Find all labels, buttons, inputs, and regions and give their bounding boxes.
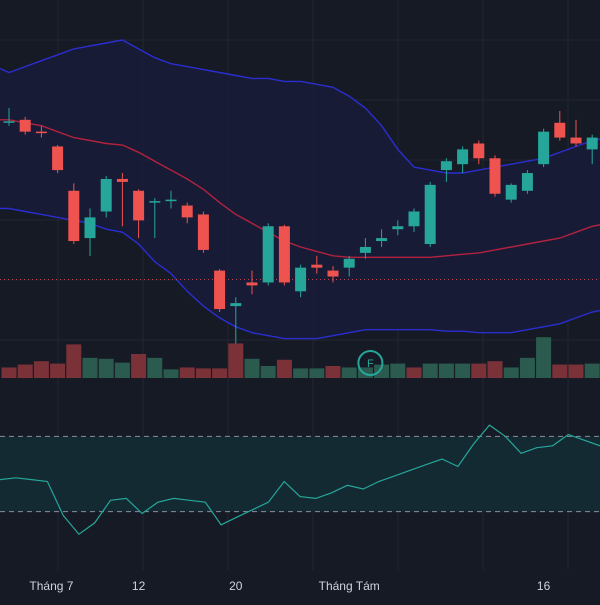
- volume-bar[interactable]: [569, 365, 584, 378]
- candle-body[interactable]: [230, 303, 241, 306]
- volume-bar[interactable]: [34, 361, 49, 378]
- candle-body[interactable]: [457, 149, 468, 164]
- volume-bar[interactable]: [115, 363, 130, 378]
- volume-bar[interactable]: [504, 367, 519, 378]
- volume-bar[interactable]: [455, 364, 470, 378]
- volume-bar[interactable]: [423, 364, 438, 378]
- candle-body[interactable]: [263, 226, 274, 282]
- volume-bar[interactable]: [390, 364, 405, 378]
- candle-body[interactable]: [247, 282, 258, 285]
- candle-body[interactable]: [279, 226, 290, 282]
- volume-bar[interactable]: [326, 366, 341, 378]
- x-axis-tick-label: 20: [229, 579, 243, 593]
- volume-bar[interactable]: [552, 365, 567, 378]
- volume-bar[interactable]: [471, 364, 486, 378]
- x-axis-tick-label: 12: [132, 579, 146, 593]
- candle-body[interactable]: [376, 238, 387, 241]
- candle-body[interactable]: [295, 268, 306, 292]
- volume-bar[interactable]: [293, 368, 308, 378]
- volume-bar[interactable]: [196, 368, 211, 378]
- volume-bar[interactable]: [131, 354, 146, 378]
- volume-bar[interactable]: [520, 358, 535, 378]
- candle-body[interactable]: [4, 121, 15, 123]
- volume-bar[interactable]: [407, 367, 422, 378]
- candle-body[interactable]: [409, 211, 420, 226]
- volume-bar[interactable]: [342, 367, 357, 378]
- volume-bar[interactable]: [164, 369, 179, 378]
- candle-body[interactable]: [68, 191, 79, 241]
- x-axis-tick-label: Tháng 7: [29, 579, 73, 593]
- candle-body[interactable]: [538, 132, 549, 165]
- candle-body[interactable]: [198, 214, 209, 249]
- candle-body[interactable]: [392, 226, 403, 229]
- candle-body[interactable]: [20, 120, 31, 132]
- candle-body[interactable]: [85, 217, 96, 238]
- candle-body[interactable]: [117, 179, 128, 182]
- candle-body[interactable]: [441, 161, 452, 170]
- candle-body[interactable]: [133, 191, 144, 221]
- candle-body[interactable]: [571, 138, 582, 144]
- candle-body[interactable]: [214, 271, 225, 309]
- volume-bar[interactable]: [147, 358, 162, 378]
- volume-bar[interactable]: [228, 343, 243, 378]
- candle-body[interactable]: [52, 146, 63, 170]
- candle-body[interactable]: [166, 200, 177, 202]
- candle-body[interactable]: [554, 123, 565, 138]
- volume-bar[interactable]: [99, 359, 114, 378]
- volume-bar[interactable]: [536, 337, 551, 378]
- candle-body[interactable]: [311, 265, 322, 268]
- candle-body[interactable]: [344, 259, 355, 268]
- volume-bar[interactable]: [245, 359, 260, 378]
- volume-bar[interactable]: [50, 364, 65, 378]
- candle-body[interactable]: [506, 185, 517, 200]
- candle-body[interactable]: [473, 143, 484, 158]
- volume-bar[interactable]: [261, 366, 276, 378]
- candle-body[interactable]: [36, 132, 47, 134]
- volume-bar[interactable]: [309, 368, 324, 378]
- candle-body[interactable]: [328, 271, 339, 277]
- candle-body[interactable]: [149, 201, 160, 203]
- candle-body[interactable]: [101, 179, 112, 212]
- volume-bar[interactable]: [66, 344, 81, 378]
- rsi-band-fill: [0, 436, 600, 511]
- volume-bar[interactable]: [585, 364, 600, 378]
- candle-body[interactable]: [587, 138, 598, 150]
- volume-bar[interactable]: [488, 361, 503, 378]
- volume-bar[interactable]: [212, 368, 227, 378]
- volume-bar[interactable]: [180, 367, 195, 378]
- x-axis-tick-label: Tháng Tám: [319, 579, 380, 593]
- event-marker-label[interactable]: F: [367, 358, 374, 370]
- volume-bar[interactable]: [277, 360, 292, 378]
- candle-body[interactable]: [490, 158, 501, 193]
- volume-bar[interactable]: [18, 365, 33, 378]
- volume-bar[interactable]: [439, 364, 454, 378]
- candle-body[interactable]: [182, 206, 193, 218]
- candle-body[interactable]: [425, 185, 436, 244]
- volume-bar[interactable]: [2, 367, 17, 378]
- volume-bar[interactable]: [83, 358, 98, 378]
- candle-body[interactable]: [360, 247, 371, 253]
- x-axis-tick-label: 16: [537, 579, 551, 593]
- candle-body[interactable]: [522, 173, 533, 191]
